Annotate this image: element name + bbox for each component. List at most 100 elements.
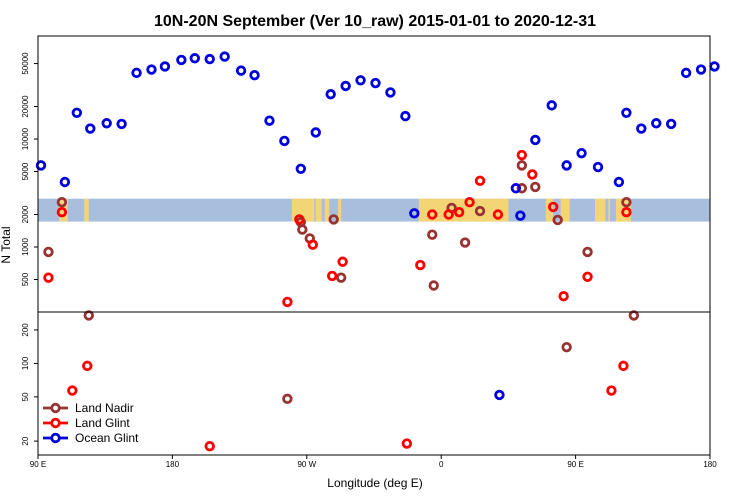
ocean-glint-point [636,123,647,134]
land-nadir-point [335,272,347,283]
ocean-glint-point [621,107,632,118]
land-glint-point [527,169,538,180]
ocean-glint-point [494,389,505,401]
land-nadir-point [582,246,593,258]
land-glint-point [294,214,305,225]
y-axis-label: N Total [0,226,13,263]
y-tick-label: 2000 [21,205,30,223]
x-tick-label: 180 [703,460,717,469]
ocean-glint-point [546,100,557,111]
ocean-glint-point [204,53,215,65]
land-area [608,198,610,222]
y-tick-label: 20000 [21,95,30,118]
land-nadir-point [516,183,528,194]
chart-title: 10N-20N September (Ver 10_raw) 2015-01-0… [154,13,596,30]
land-glint-point [548,201,559,213]
ocean-glint-point [235,65,247,76]
y-tick-label: 100 [21,356,30,370]
land-nadir-point [428,280,439,291]
land-glint-point [474,175,486,187]
land-glint-point [82,360,93,372]
ocean-glint-point [409,208,420,219]
ocean-glint-point [264,115,275,126]
land-nadir-point [561,341,572,353]
land-nadir-point [552,214,563,226]
x-axis-label: Longitude (deg E) [327,476,422,490]
ocean-glint-point [35,160,47,171]
ocean-band [38,198,710,222]
axis-ticks: 90 E 180 90 W 0 90 E 180 500 1000 2000 5000 10000 2… [21,52,717,469]
x-tick-label: 0 [439,460,444,469]
ocean-glint-point [71,107,83,118]
land-glint-point [204,440,215,452]
world-map-band [38,198,710,222]
ocean-glint-point [515,210,526,221]
land-nadir-point [474,205,486,217]
land-glint-point [427,209,438,220]
ocean-glint-point [510,183,522,194]
land-nadir-point [328,214,339,225]
ocean-glint-point [295,163,307,174]
land-glint-point [415,259,426,271]
ocean-glint-point [101,118,112,129]
land-area [338,198,342,222]
legend-label: Ocean Glint [75,431,139,445]
legend-label: Land Nadir [75,401,134,415]
plot-frame [37,35,711,456]
ocean-glint-point [561,160,572,171]
land-glint-point [337,256,348,267]
x-tick-label: 90 E [30,460,46,469]
land-nadir-point [427,229,438,240]
land-glint-point [453,207,465,218]
legend-swatch-marker [50,432,61,444]
ocean-glint-point [613,176,625,188]
land-nadir-point [621,196,632,208]
ocean-glint-point [116,118,127,130]
ocean-glint-point [59,176,71,188]
y-tick-label: 5000 [21,162,30,180]
y-tick-label: 10000 [21,127,30,150]
x-tick-label: 90 W [297,460,316,469]
y-tick-label: 500 [21,272,30,286]
ocean-glint-point [576,147,587,159]
land-glint-point [558,291,569,302]
land-glint-point [606,385,617,396]
ocean-glint-point [665,118,677,130]
land-glint-point [582,271,593,282]
ocean-glint-point [159,61,171,72]
ocean-glint-point [355,75,366,86]
ocean-glint-point [310,127,321,138]
land-nadir-point [459,237,471,248]
land-glint-point [282,296,293,308]
land-glint-point [307,239,318,250]
legend-swatch-marker [50,417,61,429]
ocean-glint-point [85,123,96,134]
land-nadir-point [297,224,308,235]
y-tick-label: 50 [21,392,30,401]
ocean-glint-point [325,89,336,100]
land-glint-point [516,149,528,161]
land-glint-point [56,207,68,218]
land-area [324,198,330,222]
y-tick-label: 50000 [21,52,30,75]
ocean-glint-point [695,64,707,75]
land-glint-point [401,438,413,449]
land-glint-point [67,385,78,396]
y-tick-label: 20 [21,436,30,445]
ocean-glint-point [680,67,692,79]
ocean-glint-point [279,135,290,147]
legend-label: Land Glint [75,416,130,430]
land-glint-point [464,196,475,208]
ocean-glint-point [385,87,396,98]
ocean-glint-point [189,53,200,64]
land-area [315,198,322,222]
ocean-glint-point [131,67,142,79]
x-tick-label: 90 E [567,460,583,469]
land-nadir-point [282,393,293,405]
legend-swatch-marker [50,402,61,414]
land-area [560,198,570,222]
land-nadir-point [83,310,94,321]
ocean-glint-point [249,70,260,81]
